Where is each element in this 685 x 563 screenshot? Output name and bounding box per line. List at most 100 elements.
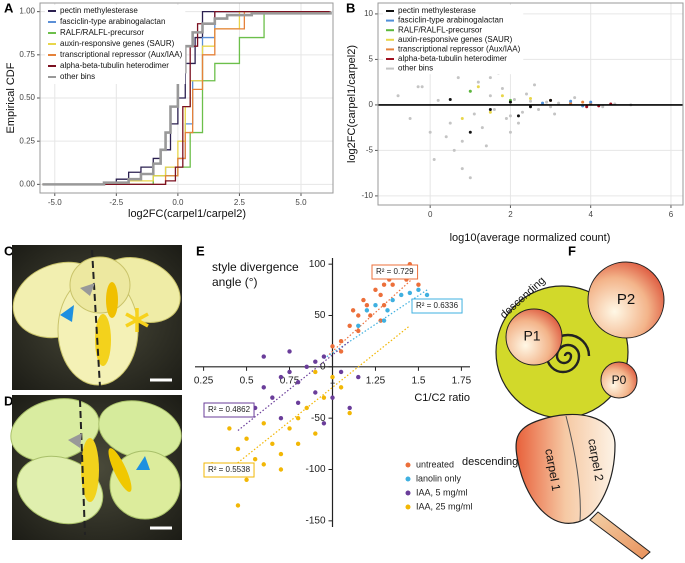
point xyxy=(504,117,508,121)
y-tick-label: -10 xyxy=(361,191,373,200)
x-tick-label: 1.5 xyxy=(411,375,425,386)
point xyxy=(508,130,512,134)
x-tick-label: 0.5 xyxy=(240,375,254,386)
legend-label: IAA, 25 mg/ml xyxy=(416,501,473,511)
point xyxy=(321,395,327,400)
annotation: R² = 0.5538 xyxy=(208,465,251,474)
legend-background xyxy=(45,5,186,84)
legend-marker xyxy=(405,504,411,510)
point xyxy=(235,446,241,452)
point xyxy=(378,292,383,298)
point xyxy=(516,114,520,118)
point xyxy=(484,144,488,148)
point xyxy=(420,85,424,89)
y-tick-label: -100 xyxy=(305,464,325,475)
legend-background xyxy=(383,5,524,75)
point xyxy=(581,100,585,104)
point xyxy=(424,292,430,298)
point xyxy=(448,97,452,101)
point xyxy=(295,441,301,447)
point xyxy=(227,426,232,431)
annotation-box xyxy=(203,402,255,418)
point xyxy=(368,313,373,318)
point xyxy=(338,385,344,390)
annotation-box xyxy=(203,462,255,478)
primordium-label: P2 xyxy=(617,291,635,308)
point xyxy=(295,400,301,405)
point xyxy=(407,290,413,296)
point xyxy=(549,98,553,102)
x-tick-label: 6 xyxy=(669,210,674,219)
meristem-diagram: P2 P1 P0 descending xyxy=(495,261,665,419)
legend-label: RALF/RALFL-precursor xyxy=(60,28,144,37)
point xyxy=(313,369,318,375)
point xyxy=(476,85,480,89)
point xyxy=(460,117,464,121)
point xyxy=(270,395,275,400)
y-tick-label: 0.00 xyxy=(19,179,35,188)
legend-label: alpha-beta-tubulin heterodimer xyxy=(398,54,507,63)
legend-label: IAA, 5 mg/ml xyxy=(416,487,468,497)
point xyxy=(356,328,361,334)
x-tick-label: 0.75 xyxy=(280,375,300,386)
legend-label: transcriptional repressor (Aux/IAA) xyxy=(398,45,521,54)
point xyxy=(278,415,284,421)
plot-border xyxy=(377,2,684,206)
x-tick-label: 2.5 xyxy=(234,198,246,207)
point xyxy=(304,364,309,370)
point xyxy=(261,385,266,390)
point xyxy=(381,282,387,287)
point xyxy=(304,405,309,411)
point xyxy=(488,76,492,80)
point xyxy=(408,117,412,121)
point xyxy=(261,421,266,426)
annotation: R² = 0.729 xyxy=(376,267,414,276)
trend-line xyxy=(229,325,411,470)
point xyxy=(529,105,532,109)
y-tick-label: 50 xyxy=(314,310,326,321)
legend-label: fasciclin-type arabinogalactan xyxy=(60,17,165,26)
point xyxy=(347,410,352,416)
y-tick-label: -150 xyxy=(305,515,325,526)
point xyxy=(385,308,390,313)
point xyxy=(330,344,335,349)
legend-label: auxin-responsive genes (SAUR) xyxy=(60,39,175,48)
point xyxy=(456,76,460,80)
direction-label: descending xyxy=(462,456,518,468)
point xyxy=(356,323,361,328)
point xyxy=(364,308,370,313)
point xyxy=(553,112,557,116)
point xyxy=(524,92,528,96)
point xyxy=(508,100,512,104)
y-tick-label: 0.25 xyxy=(19,136,35,145)
point xyxy=(270,441,275,447)
y-tick-label: 100 xyxy=(309,259,326,270)
point xyxy=(488,110,492,114)
y-axis-label-box: style divergence angle (°) xyxy=(212,260,299,289)
x-tick-label: 5.0 xyxy=(295,198,307,207)
point xyxy=(396,94,400,98)
plot-border xyxy=(39,2,334,194)
ecdf-line xyxy=(42,10,331,186)
point xyxy=(356,374,361,380)
point xyxy=(476,80,480,84)
x-tick-label: -2.5 xyxy=(109,198,123,207)
point xyxy=(460,139,464,143)
legend-label: other bins xyxy=(398,64,433,73)
x-tick-label: 0.25 xyxy=(194,375,214,386)
point xyxy=(448,121,452,125)
point xyxy=(373,303,378,308)
x-tick-label: 2 xyxy=(508,210,513,219)
y-tick-label: 0.50 xyxy=(19,93,35,102)
point xyxy=(321,421,327,426)
x-tick-label: 0 xyxy=(428,210,433,219)
point xyxy=(452,148,456,152)
point xyxy=(252,457,258,462)
point xyxy=(416,282,421,287)
point xyxy=(436,98,440,102)
legend-label: pectin methylesterase xyxy=(398,6,476,15)
y-axis-label: Empirical CDF xyxy=(5,62,17,133)
legend-label: transcriptional repressor (Aux/IAA) xyxy=(60,50,183,59)
legend-marker xyxy=(405,476,411,482)
